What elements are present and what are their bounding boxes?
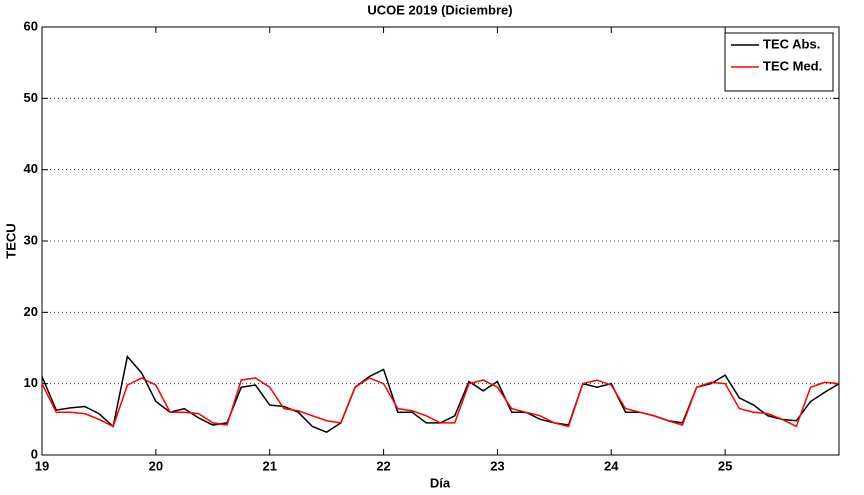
x-axis-label: Día — [430, 475, 451, 490]
chart-title: UCOE 2019 (Diciembre) — [367, 2, 512, 17]
legend-box — [724, 32, 834, 92]
plot-frame — [41, 26, 840, 456]
y-tick-label: 10 — [24, 375, 38, 390]
y-axis-label: TECU — [3, 223, 18, 258]
series-line — [41, 377, 840, 428]
legend-label: TEC Abs. — [763, 36, 820, 51]
x-tick-label: 21 — [262, 458, 276, 473]
x-tick-label: 22 — [376, 458, 390, 473]
x-tick-label: 25 — [718, 458, 732, 473]
x-tick-label: 24 — [604, 458, 619, 473]
y-tick-label: 60 — [24, 18, 38, 33]
y-tick-label: 20 — [24, 304, 38, 319]
x-tick-label: 20 — [149, 458, 163, 473]
y-tick-label: 30 — [24, 232, 38, 247]
legend-label: TEC Med. — [763, 58, 822, 73]
y-tick-label: 50 — [24, 90, 38, 105]
y-tick-label: 40 — [24, 161, 38, 176]
x-tick-label: 19 — [35, 458, 49, 473]
x-tick-label: 23 — [490, 458, 504, 473]
y-tick-label: 0 — [31, 446, 38, 461]
